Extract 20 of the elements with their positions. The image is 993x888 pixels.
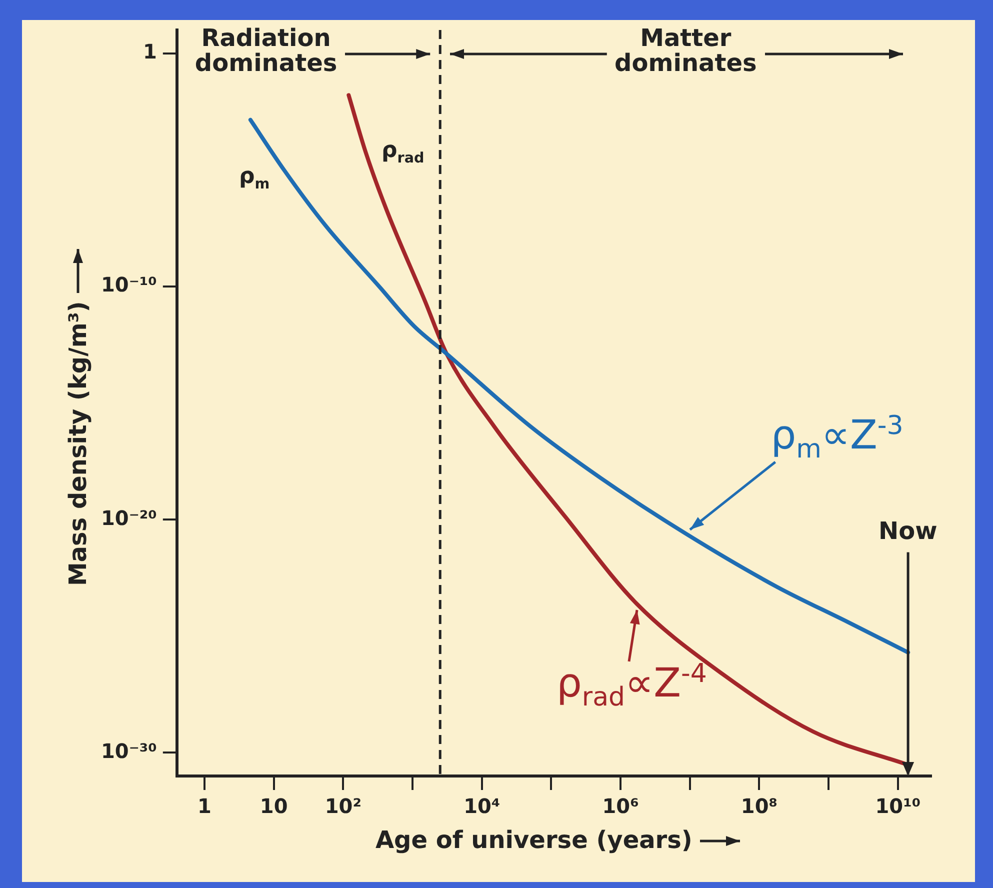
x-tick-label: 1 bbox=[198, 794, 212, 818]
annotation: ρ$_{rad}$∝Z$^{-4}$ bbox=[556, 658, 707, 712]
series-label: ρ$_{rad}$ bbox=[382, 138, 424, 166]
x-tick-label: 10¹⁰ bbox=[875, 794, 921, 818]
annotation: ρ$_{m}$∝Z$^{-3}$ bbox=[770, 410, 904, 464]
annotation: Radiation dominates bbox=[194, 24, 338, 78]
y-tick-label: 10⁻¹⁰ bbox=[100, 272, 157, 297]
x-tick-label: 10⁴ bbox=[464, 794, 500, 818]
y-axis-title: Mass density (kg/m³) bbox=[63, 300, 92, 586]
x-tick-label: 10 bbox=[260, 794, 288, 818]
series-label: ρ$_{m}$ bbox=[238, 164, 270, 193]
x-tick-label: 10⁸ bbox=[740, 794, 778, 818]
x-tick-label: 10⁶ bbox=[602, 794, 639, 818]
y-tick-label: 10⁻³⁰ bbox=[100, 738, 157, 763]
annotation: Matter dominates bbox=[614, 24, 757, 78]
y-tick-label: 1 bbox=[142, 40, 157, 64]
x-tick-label: 10² bbox=[324, 794, 362, 818]
ref-line-label: Now bbox=[878, 517, 938, 546]
y-tick-label: 10⁻²⁰ bbox=[100, 506, 157, 530]
x-axis-title: Age of universe (years) bbox=[375, 826, 692, 854]
